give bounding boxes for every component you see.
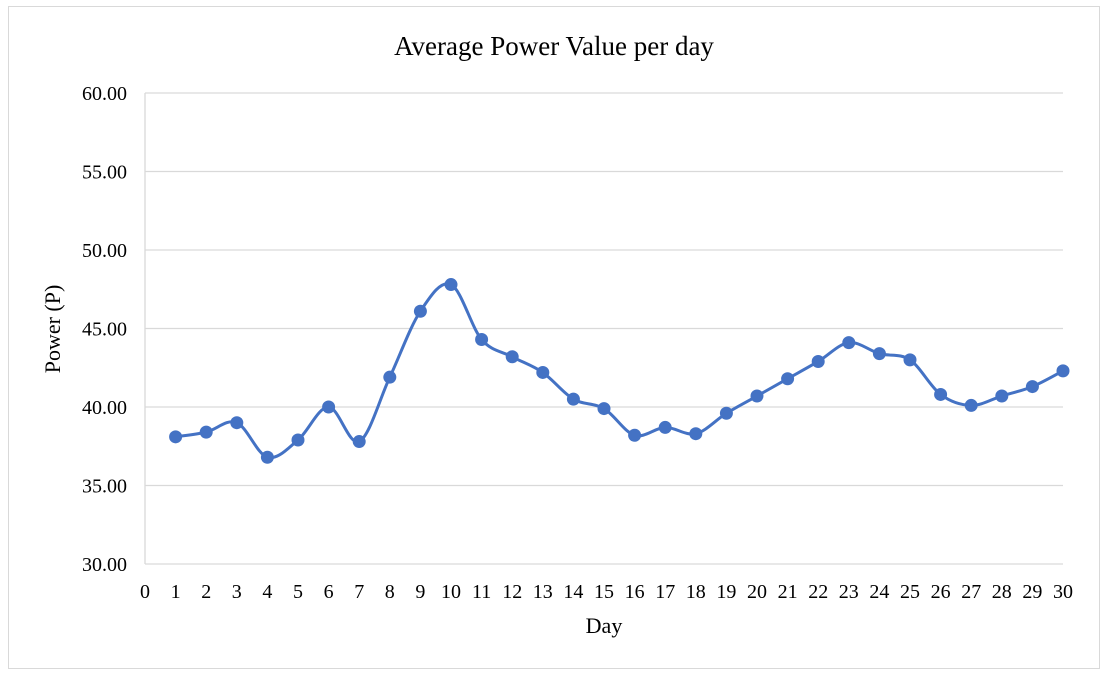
x-tick-label-22: 22 [808,581,828,603]
x-tick-label-16: 16 [625,581,645,603]
y-tick-label-0: 30.00 [82,554,127,576]
data-point-day-10 [444,278,458,292]
x-tick-label-23: 23 [839,581,859,603]
data-point-day-27 [964,398,978,412]
chart-title: Average Power Value per day [394,31,714,61]
y-tick-label-3: 45.00 [82,319,127,341]
x-tick-labels: 0 1 2 3 4 5 6 7 8 9 10 11 12 13 14 15 16 17 18 19 20 21 22 23 24… [140,581,1073,603]
data-point-day-25 [903,353,917,367]
x-tick-label-28: 28 [992,581,1012,603]
x-tick-label-25: 25 [900,581,920,603]
series-line [175,282,1064,460]
x-tick-label-17: 17 [655,581,675,603]
x-tick-label-21: 21 [778,581,798,603]
data-point-day-24 [872,347,886,361]
x-tick-label-7: 7 [354,581,364,603]
x-tick-label-9: 9 [415,581,425,603]
x-tick-label-19: 19 [716,581,736,603]
x-tick-label-15: 15 [594,581,614,603]
data-point-day-28 [995,389,1009,403]
data-point-day-23 [842,336,856,350]
data-point-day-13 [536,365,550,379]
data-point-day-5 [291,433,305,447]
data-point-day-4 [260,450,274,464]
y-tick-label-5: 55.00 [82,162,127,184]
data-point-day-17 [658,420,672,434]
data-point-day-11 [475,332,489,346]
x-tick-label-13: 13 [533,581,553,603]
data-point-day-18 [689,427,703,441]
data-point-day-22 [811,354,825,368]
x-tick-label-1: 1 [171,581,181,603]
x-tick-label-6: 6 [324,581,334,603]
chart-area [8,6,1100,669]
data-point-day-1 [169,430,183,444]
x-tick-label-0: 0 [140,581,150,603]
data-point-day-20 [750,389,764,403]
x-tick-label-30: 30 [1053,581,1073,603]
x-tick-label-24: 24 [869,581,889,603]
axes [144,93,1063,565]
x-tick-label-14: 14 [563,581,583,603]
x-tick-label-8: 8 [385,581,395,603]
data-point-day-16 [628,428,642,442]
data-point-day-12 [505,350,519,364]
x-tick-label-10: 10 [441,581,461,603]
data-point-day-19 [719,406,733,420]
x-tick-label-2: 2 [201,581,211,603]
x-axis-label: Day [586,613,623,638]
data-point-day-26 [934,387,948,401]
data-point-day-8 [383,370,397,384]
y-tick-label-1: 35.00 [82,476,127,498]
x-tick-label-29: 29 [1022,581,1042,603]
grid-lines [145,92,1063,487]
x-tick-label-4: 4 [262,581,272,603]
x-tick-label-18: 18 [686,581,706,603]
data-point-day-30 [1056,364,1070,378]
data-point-day-21 [781,372,795,386]
x-tick-label-27: 27 [961,581,981,603]
x-tick-label-11: 11 [472,581,491,603]
data-point-day-29 [1025,380,1039,394]
data-point-day-2 [199,425,213,439]
y-tick-labels: 30.00 35.00 40.00 45.00 50.00 55.00 60.00 [82,83,127,576]
y-tick-label-6: 60.00 [82,83,127,105]
x-tick-label-12: 12 [502,581,522,603]
y-tick-label-4: 50.00 [82,240,127,262]
x-tick-label-26: 26 [931,581,951,603]
data-point-day-15 [597,402,611,416]
data-point-day-7 [352,435,366,449]
data-points [169,278,1070,464]
x-tick-label-5: 5 [293,581,303,603]
x-tick-label-3: 3 [232,581,242,603]
data-point-day-14 [566,392,580,406]
data-point-day-6 [322,400,336,414]
y-tick-label-2: 40.00 [82,397,127,419]
data-point-day-9 [413,304,427,318]
y-axis-label: Power (P) [40,285,65,374]
x-tick-label-20: 20 [747,581,767,603]
data-point-day-3 [230,416,244,430]
